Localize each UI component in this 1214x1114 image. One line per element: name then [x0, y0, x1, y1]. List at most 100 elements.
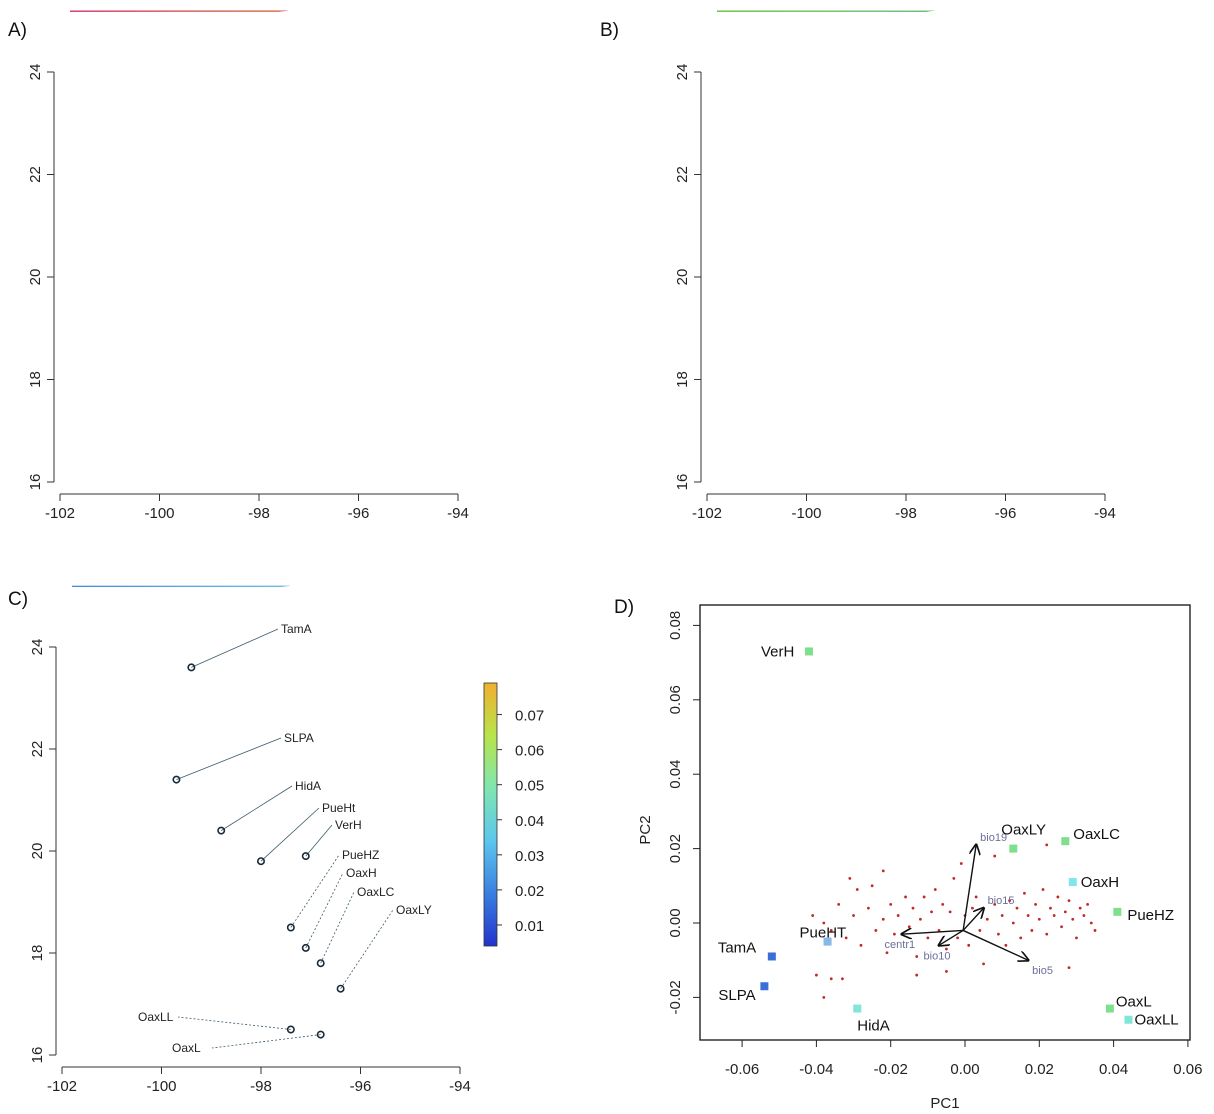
site-label: HidA	[295, 779, 321, 793]
population-marker	[1105, 1004, 1114, 1013]
background-point	[1082, 914, 1086, 917]
population-label: OaxLY	[1001, 822, 1046, 839]
loading-arrow	[939, 929, 964, 945]
site-marker	[217, 826, 226, 835]
background-point	[870, 884, 874, 888]
site-marker	[946, 370, 955, 379]
background-point	[919, 917, 922, 921]
background-point	[945, 947, 948, 951]
site-leader-line	[220, 785, 293, 831]
background-point	[885, 951, 889, 955]
x-tick-label: -0.02	[874, 1061, 908, 1078]
site-marker	[901, 283, 910, 292]
colorbar-tick-label: 0.07	[515, 708, 544, 725]
site-label: OaxL	[172, 1041, 201, 1055]
site-marker	[862, 252, 871, 261]
population-label: PueHZ	[1127, 907, 1174, 924]
site-marker	[256, 857, 265, 866]
site-marker	[286, 1025, 295, 1034]
background-point	[915, 973, 919, 977]
plot-frame	[699, 604, 1191, 1041]
population-marker	[760, 982, 769, 991]
background-point	[1067, 899, 1071, 903]
site-leader-line	[340, 909, 394, 989]
panel-c-label: C)	[8, 589, 28, 610]
background-point	[993, 854, 997, 858]
panel-a-label: A)	[8, 20, 27, 41]
population-label: HidA	[857, 1018, 890, 1035]
site-marker	[961, 457, 970, 466]
population-marker	[1113, 907, 1122, 916]
background-point	[1049, 906, 1052, 910]
site-leader-line	[191, 628, 279, 668]
y-tick-label: 20	[27, 269, 44, 286]
background-point	[1041, 888, 1045, 891]
y-tick-label: 0.00	[667, 908, 684, 937]
population-marker	[767, 952, 776, 961]
site-leader-line	[177, 1016, 291, 1030]
y-tick-label: 0.04	[667, 760, 684, 789]
site-marker	[334, 411, 343, 420]
colorbar-gradient	[483, 682, 498, 947]
x-tick-label: -100	[791, 505, 821, 522]
population-marker	[1068, 878, 1077, 887]
colorbar-tick-label: 0.06	[515, 743, 544, 760]
x-tick-label: 0.06	[1173, 1061, 1202, 1078]
background-point	[881, 869, 885, 873]
colorbar: 0.07 0.06 0.05 0.04 0.03 0.02 0.01	[483, 682, 544, 947]
background-point	[1071, 917, 1075, 921]
background-point	[956, 936, 959, 940]
background-point	[867, 906, 870, 910]
population-marker	[823, 937, 832, 946]
population-label: OaxLC	[1073, 826, 1120, 843]
map-panel-a: -102 -100 -98 -96 -94 16 18 20 22 24	[27, 10, 469, 522]
background-point	[811, 914, 815, 917]
x-tick-label: -100	[146, 1078, 176, 1095]
y-tick-label: 0.06	[667, 685, 684, 714]
site-marker	[314, 385, 323, 394]
background-point	[1015, 906, 1019, 910]
background-point	[896, 914, 900, 917]
site-marker	[170, 201, 179, 210]
site-label: OaxH	[346, 866, 377, 880]
y-tick-label: 18	[27, 371, 44, 388]
background-point	[1075, 936, 1078, 940]
background-point	[889, 903, 893, 906]
background-point	[933, 888, 937, 891]
land-area	[72, 585, 470, 587]
background-point	[952, 876, 956, 880]
y-tick-label: -0.02	[667, 980, 684, 1014]
site-leader-line	[305, 872, 344, 949]
population-marker	[1124, 1015, 1133, 1024]
colorbar-tick-label: 0.02	[515, 883, 544, 900]
site-leader-line	[305, 824, 333, 857]
population-marker	[1009, 844, 1018, 853]
population-marker	[853, 1004, 862, 1013]
y-tick-label: 16	[29, 1047, 46, 1064]
background-point	[937, 929, 941, 932]
background-point	[911, 906, 915, 910]
x-tick-label: -102	[47, 1078, 77, 1095]
background-point	[915, 955, 919, 958]
background-point	[1008, 899, 1011, 903]
site-marker	[172, 775, 181, 784]
panel-b-label: B)	[600, 20, 619, 41]
site-marker	[299, 370, 308, 379]
population-label: OaxLL	[1134, 1012, 1178, 1029]
background-point	[971, 906, 974, 910]
site-marker	[817, 201, 826, 210]
background-point	[904, 895, 907, 899]
site-leader-line	[211, 1034, 321, 1049]
colorbar-tick-label: 0.01	[515, 918, 544, 935]
site-marker	[931, 349, 940, 358]
background-point	[841, 977, 844, 981]
loading-arrow	[962, 929, 1028, 960]
background-point	[907, 925, 911, 929]
site-marker	[931, 452, 940, 461]
land-area	[717, 10, 1115, 12]
x-tick-label: 0.00	[950, 1061, 979, 1078]
land-area	[70, 10, 468, 12]
site-marker	[284, 452, 293, 461]
background-point	[930, 910, 933, 914]
